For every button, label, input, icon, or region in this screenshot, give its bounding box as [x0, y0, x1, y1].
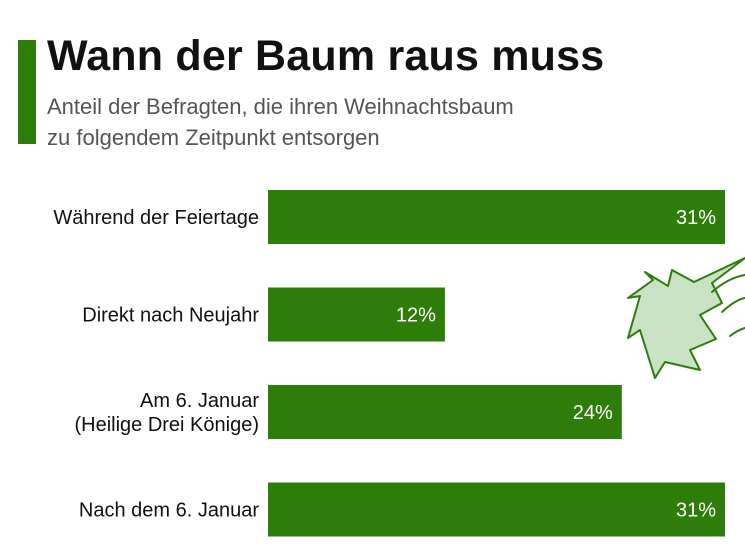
motion-line-1 — [721, 297, 745, 313]
category-label-3: Nach dem 6. Januar — [79, 500, 259, 522]
category-label-line: Während der Feiertage — [53, 207, 259, 229]
bar-1 — [268, 287, 445, 342]
christmas-tree-icon — [627, 257, 745, 379]
title-accent-bar — [18, 40, 36, 144]
bar-value-label-2: 24% — [573, 402, 613, 424]
bar-value-label-1: 12% — [396, 305, 436, 327]
category-label-line: (Heilige Drei Könige) — [74, 414, 259, 436]
category-label-2: Am 6. Januar (Heilige Drei Könige) — [74, 390, 259, 436]
category-label-1: Direkt nach Neujahr — [82, 305, 259, 327]
subtitle-line-2: zu folgendem Zeitpunkt entsorgen — [47, 125, 380, 150]
subtitle-line-1: Anteil der Befragten, die ihren Weihnach… — [47, 94, 514, 119]
motion-line-2 — [729, 327, 745, 337]
bar-2 — [268, 385, 622, 439]
bars-group: 31% Während der Feiertage 12% Direkt nach N… — [53, 190, 725, 537]
category-label-line: Direkt nach Neujahr — [82, 305, 259, 327]
chart-title: Wann der Baum raus muss — [47, 32, 605, 80]
bar-0 — [268, 190, 725, 244]
motion-line-0 — [711, 274, 745, 293]
category-label-0: Während der Feiertage — [53, 207, 259, 229]
tree-body — [627, 257, 745, 379]
chart-subtitle: Anteil der Befragten, die ihren Weihnach… — [47, 91, 514, 153]
bar-value-label-3: 31% — [676, 500, 716, 522]
bar-3 — [268, 482, 725, 537]
bar-value-label-0: 31% — [676, 207, 716, 229]
category-label-line: Nach dem 6. Januar — [79, 500, 259, 522]
category-label-line: Am 6. Januar — [140, 390, 259, 412]
